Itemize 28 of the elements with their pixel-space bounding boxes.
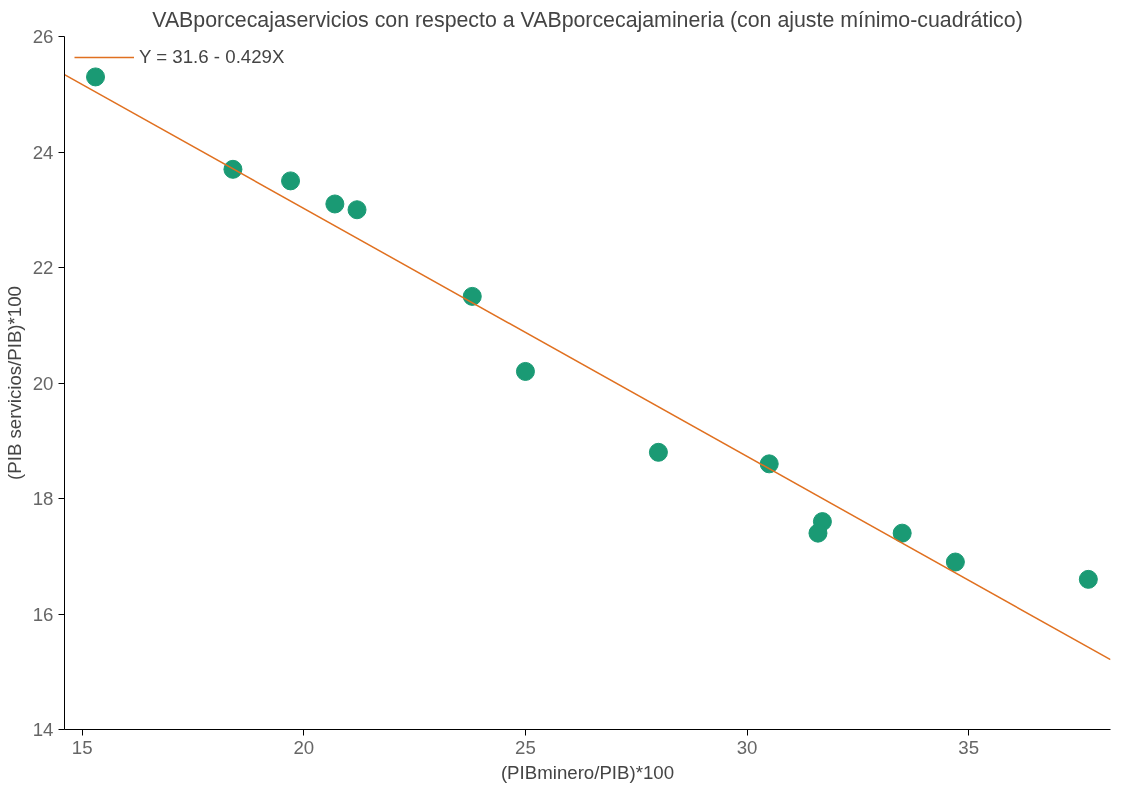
chart-title: VABporcecajaservicios con respecto a VABporcecajamineria (con ajuste mínimo-cuadrático)	[152, 7, 1023, 32]
y-tick-label: 14	[32, 719, 54, 740]
y-tick-label: 22	[32, 257, 54, 278]
y-tick-label: 24	[32, 141, 54, 163]
y-tick-label: 20	[32, 372, 54, 394]
point	[892, 523, 912, 543]
point	[515, 361, 535, 381]
point	[648, 442, 668, 462]
point	[86, 67, 106, 87]
x-tick-label: 25	[515, 736, 536, 758]
x-tick-label: 35	[958, 736, 980, 758]
point	[945, 552, 965, 572]
point	[808, 523, 828, 543]
x-tick-label: 15	[71, 736, 93, 758]
y-tick-label: 26	[32, 26, 54, 47]
y-axis-title: (PIB servicios/PIB)*100	[3, 286, 25, 480]
legend-label: Y = 31.6 - 0.429X	[139, 46, 285, 68]
point	[281, 171, 301, 191]
x-tick-label: 30	[736, 736, 758, 758]
y-tick-label: 16	[32, 603, 54, 625]
point	[759, 454, 779, 474]
x-tick-label: 20	[293, 736, 315, 758]
point	[1078, 569, 1098, 589]
y-tick-label: 18	[32, 488, 54, 509]
point	[325, 194, 345, 214]
point	[347, 200, 367, 220]
point	[462, 286, 482, 306]
x-axis-title: (PIBminero/PIB)*100	[500, 761, 675, 783]
